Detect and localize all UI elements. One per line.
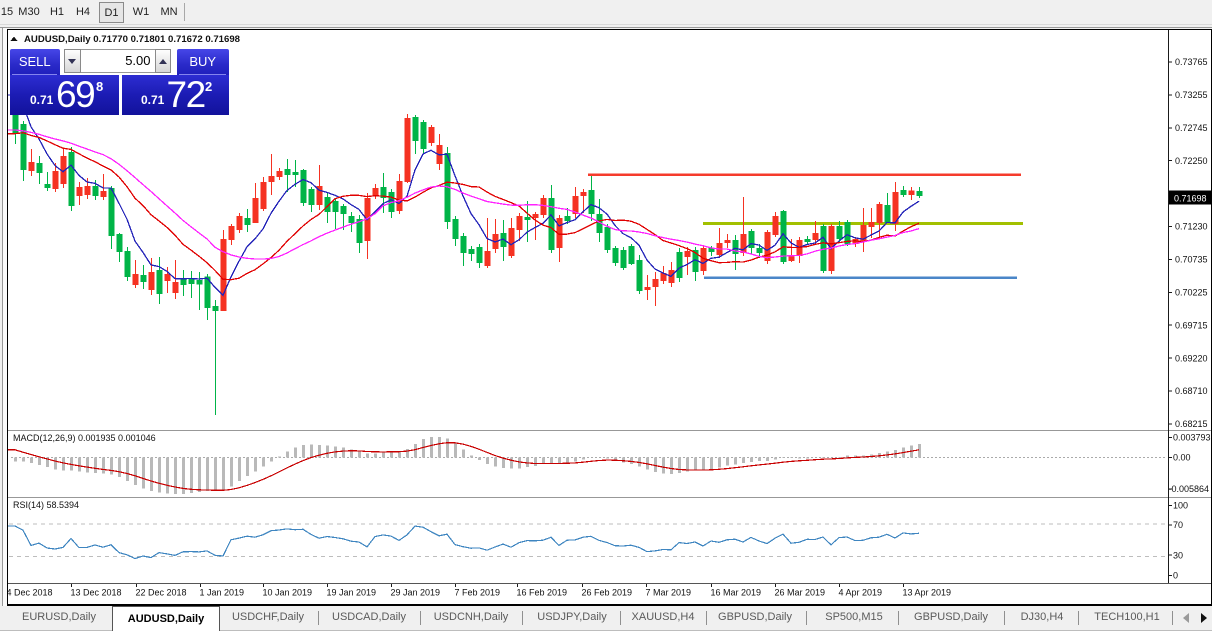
svg-text:1 Jan 2019: 1 Jan 2019 (200, 588, 245, 598)
svg-text:70: 70 (1173, 520, 1183, 530)
svg-text:0.68215: 0.68215 (1175, 419, 1208, 429)
svg-text:0.71698: 0.71698 (1174, 193, 1207, 203)
svg-text:AUDUSD,Daily 0.71770 0.71801: AUDUSD,Daily 0.71770 0.71801 0.71672 0.7… (24, 34, 241, 45)
svg-text:0.68710: 0.68710 (1175, 386, 1208, 396)
svg-text:0.003793: 0.003793 (1173, 433, 1211, 443)
svg-text:0.70735: 0.70735 (1175, 255, 1208, 265)
svg-text:16 Feb 2019: 16 Feb 2019 (517, 588, 568, 598)
svg-text:0.69220: 0.69220 (1175, 353, 1208, 363)
svg-text:0.72250: 0.72250 (1175, 156, 1208, 166)
svg-text:0.00: 0.00 (1173, 453, 1191, 463)
svg-text:0.69715: 0.69715 (1175, 320, 1208, 330)
svg-text:-0.005864: -0.005864 (1169, 484, 1210, 494)
svg-text:MACD(12,26,9) 0.001935 0.00104: MACD(12,26,9) 0.001935 0.001046 (13, 433, 156, 443)
svg-text:0.71230: 0.71230 (1175, 222, 1208, 232)
svg-text:16 Mar 2019: 16 Mar 2019 (711, 588, 762, 598)
svg-text:22 Dec 2018: 22 Dec 2018 (136, 588, 187, 598)
svg-text:19 Jan 2019: 19 Jan 2019 (327, 588, 377, 598)
svg-text:RSI(14) 58.5394: RSI(14) 58.5394 (13, 500, 79, 510)
svg-text:4 Apr 2019: 4 Apr 2019 (839, 588, 883, 598)
svg-text:0: 0 (1173, 571, 1178, 581)
svg-text:30: 30 (1173, 550, 1183, 560)
svg-text:0.73255: 0.73255 (1175, 90, 1208, 100)
svg-text:0.73765: 0.73765 (1175, 57, 1208, 67)
svg-text:29 Jan 2019: 29 Jan 2019 (391, 588, 441, 598)
svg-text:10 Jan 2019: 10 Jan 2019 (263, 588, 313, 598)
svg-text:7 Mar 2019: 7 Mar 2019 (646, 588, 692, 598)
svg-text:4 Dec 2018: 4 Dec 2018 (8, 588, 53, 598)
svg-text:13 Dec 2018: 13 Dec 2018 (71, 588, 122, 598)
svg-text:0.70225: 0.70225 (1175, 288, 1208, 298)
svg-text:7 Feb 2019: 7 Feb 2019 (455, 588, 501, 598)
svg-text:100: 100 (1173, 501, 1188, 511)
svg-text:26 Mar 2019: 26 Mar 2019 (775, 588, 826, 598)
svg-text:13 Apr 2019: 13 Apr 2019 (903, 588, 952, 598)
svg-text:26 Feb 2019: 26 Feb 2019 (582, 588, 633, 598)
svg-text:0.72745: 0.72745 (1175, 123, 1208, 133)
